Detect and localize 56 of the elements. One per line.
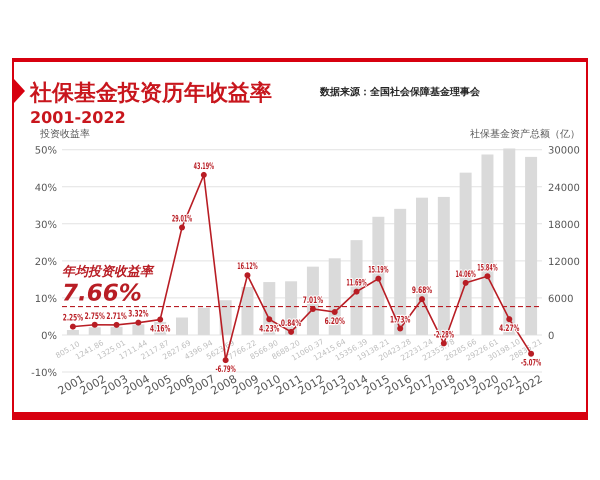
point (244, 272, 250, 278)
bar (88, 327, 101, 335)
point (484, 273, 490, 280)
point (266, 316, 272, 322)
data-label: 15.19% (368, 266, 406, 276)
y2-tick-label: 6000 (548, 294, 574, 305)
data-label: 16.12% (237, 262, 275, 272)
data-label: 4.16% (150, 324, 182, 335)
y-tick-label: 40% (34, 182, 57, 194)
point (200, 172, 207, 178)
point (114, 322, 120, 328)
bar (176, 317, 188, 335)
y2-tick-label: 18000 (548, 220, 580, 231)
point (506, 316, 512, 322)
point (92, 322, 98, 328)
point (70, 324, 76, 330)
chart-title: 社保基金投资历年收益率 (29, 80, 272, 106)
data-label: 43.19% (194, 162, 232, 172)
bar (110, 326, 123, 335)
y-tick-label: 20% (34, 256, 57, 268)
data-label: 3.32% (128, 310, 160, 320)
point (135, 320, 142, 326)
bar (132, 324, 144, 335)
y-axis-title: 投资收益率 (39, 128, 90, 140)
y2-tick-label: 0 (548, 330, 554, 342)
y-tick-label: 50% (34, 146, 57, 157)
bar (66, 330, 79, 335)
point (375, 276, 382, 282)
point (462, 280, 469, 286)
point (288, 328, 294, 335)
ref-line-label: 年均投资收益率 7.66% (62, 264, 155, 307)
bar (198, 308, 210, 335)
source-note: 数据来源：全国社会保障基金理事会 (319, 86, 481, 98)
y-tick-label: 30% (34, 220, 57, 231)
data-label: 6.20% (324, 316, 356, 327)
data-label: 7.01% (302, 296, 334, 306)
data-label: 11.69% (346, 278, 384, 289)
data-label: -5.07% (520, 358, 556, 369)
y-tick-label: 0% (41, 330, 57, 342)
y-tick-label: -10% (31, 368, 57, 379)
point (419, 296, 425, 302)
point (179, 224, 185, 230)
point (354, 288, 360, 295)
y2-tick-label: 12000 (548, 256, 580, 268)
chart-subtitle: 2001-2022 (30, 108, 126, 127)
data-label: 9.68% (412, 286, 444, 296)
bar (525, 156, 538, 335)
y2-tick-label: 24000 (548, 182, 580, 194)
bar (241, 286, 254, 335)
data-label: -6.79% (215, 365, 250, 376)
point (397, 326, 404, 332)
point (332, 308, 338, 315)
y2-tick-label: 30000 (548, 146, 580, 157)
point (157, 316, 164, 323)
y-tick-label: 10% (34, 294, 57, 305)
y2-axis-title: 社保基金资产总额（亿） (470, 128, 580, 140)
